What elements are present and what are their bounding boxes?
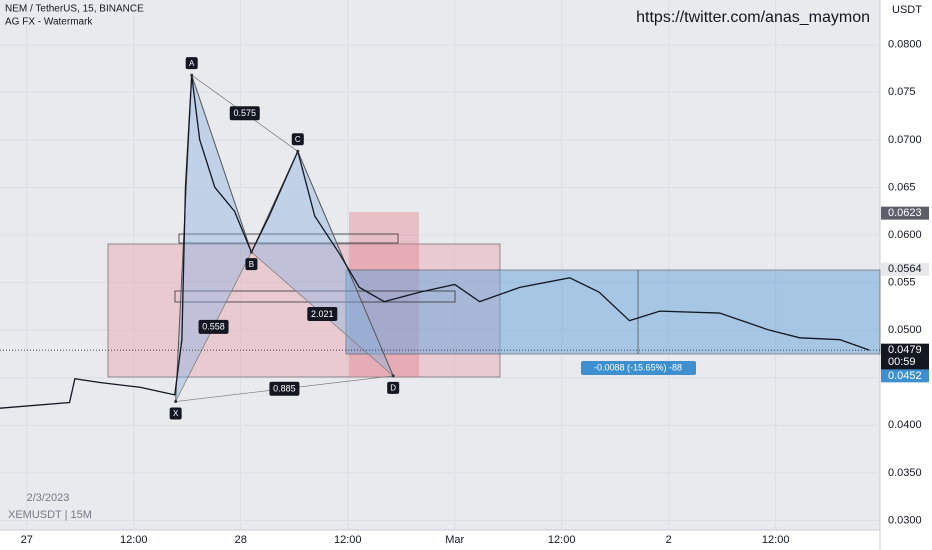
pattern-label-bg: [169, 407, 182, 420]
pattern-triangle: [175, 75, 252, 402]
pattern-point: [391, 374, 395, 378]
pattern-label: D: [390, 383, 396, 392]
ratio-label: 2.021: [311, 309, 334, 319]
y-tick-label: 0.0500: [888, 324, 922, 336]
y-tick-label: 0.055: [888, 277, 916, 289]
pattern-label: X: [173, 409, 179, 418]
ratio-label-bg: [198, 319, 229, 334]
pattern-point: [249, 250, 253, 254]
countdown: 00:59: [888, 356, 916, 368]
zone-box: [178, 233, 399, 244]
y-tick-label: 0.0700: [888, 134, 922, 146]
pattern-triangle: [251, 151, 394, 376]
pattern: [175, 74, 394, 402]
ratio-label-bg: [229, 106, 260, 121]
watermark: https://twitter.com/anas_maymon: [636, 9, 870, 26]
symbol-label: XEMUSDT | 15M: [8, 509, 92, 521]
pattern-label: C: [295, 135, 301, 144]
plot-bg: [0, 0, 880, 530]
pattern-point: [296, 149, 300, 153]
ratio-label-bg: [269, 381, 300, 396]
y-tick-label: 0.075: [888, 86, 916, 98]
price-tag-label: 0.0623: [888, 207, 922, 219]
ratio-label: 0.575: [233, 108, 256, 118]
price-tag-label: 0.0452: [888, 370, 922, 382]
price-line: [0, 75, 870, 409]
pattern-label-bg: [245, 258, 258, 271]
y-tick-label: 0.0400: [888, 419, 922, 431]
x-tick-label: 2: [666, 534, 672, 546]
price-tag-label: 0.0564: [888, 263, 922, 275]
price-tag: [881, 369, 929, 383]
y-tick-label: 0.0800: [888, 39, 922, 51]
pattern-label-bg: [185, 57, 198, 70]
ratio-label: 0.558: [202, 322, 225, 332]
measure-label-bg: [581, 361, 696, 375]
pattern-label-bg: [387, 381, 400, 394]
x-tick-label: 12:00: [334, 534, 362, 546]
x-tick-label: 12:00: [120, 534, 148, 546]
price-tag: [881, 206, 929, 220]
pattern-label-bg: [291, 133, 304, 146]
x-tick-label: 28: [235, 534, 247, 546]
zone-box: [174, 290, 456, 303]
price-tag: [881, 343, 929, 370]
pattern-label: B: [249, 260, 254, 269]
pattern-point: [190, 73, 194, 77]
chart-subtitle: AG FX - Watermark: [5, 17, 93, 28]
pattern-point: [174, 400, 178, 404]
pattern-label: A: [189, 59, 195, 68]
y-tick-label: 0.065: [888, 181, 916, 193]
ratio-label-bg: [307, 307, 338, 322]
x-tick-label: 27: [21, 534, 33, 546]
ratio-label: 0.885: [273, 384, 296, 394]
y-tick-label: 0.0300: [888, 514, 922, 526]
chart-title: NEM / TetherUS, 15, BINANCE: [5, 4, 144, 15]
price-tag-label: 0.0479: [888, 344, 922, 356]
y-axis-label: USDT: [892, 4, 922, 16]
price-tag: [881, 262, 929, 276]
x-tick-label: 12:00: [762, 534, 790, 546]
date-label: 2/3/2023: [27, 492, 70, 504]
x-tick-label: 12:00: [548, 534, 576, 546]
y-tick-label: 0.0600: [888, 229, 922, 241]
measure-label: -0.0088 (-15.65%) -88: [594, 362, 682, 372]
x-tick-label: Mar: [445, 534, 464, 546]
measure-box: [345, 269, 881, 355]
y-tick-label: 0.0350: [888, 467, 922, 479]
plot: [0, 75, 870, 409]
